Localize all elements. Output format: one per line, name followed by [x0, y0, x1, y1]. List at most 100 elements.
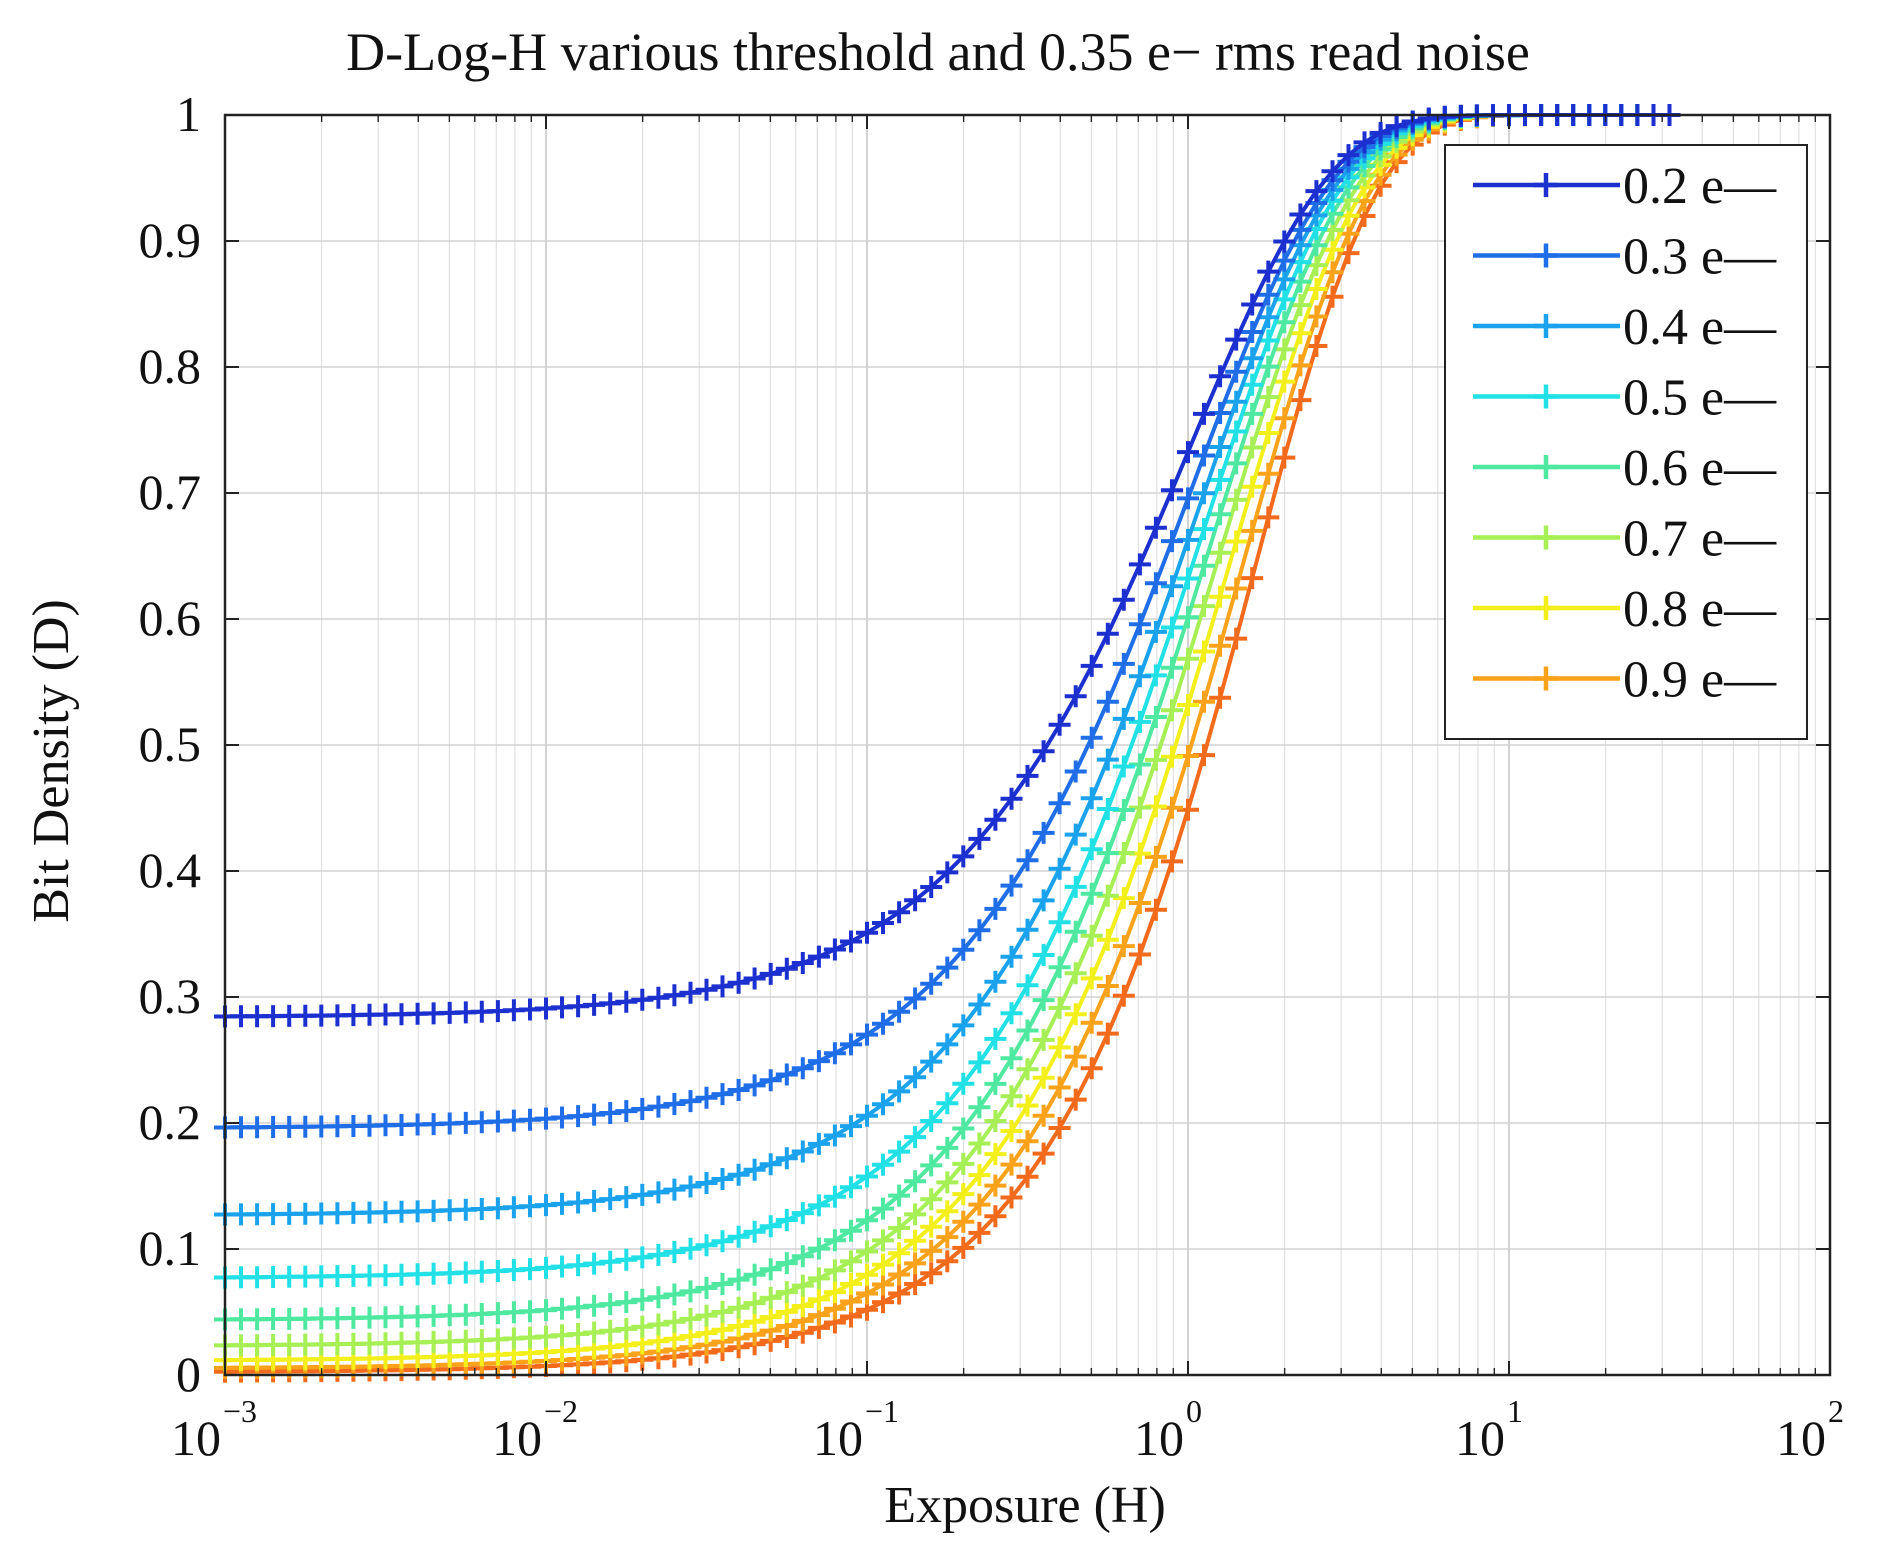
x-tick-label: 10 1: [1455, 1393, 1523, 1466]
y-tick-label: 0.8: [139, 338, 202, 394]
data-point-marker: [1305, 335, 1328, 357]
data-point-marker: [1225, 577, 1248, 600]
data-point-marker: [1080, 1057, 1103, 1080]
data-point-marker: [695, 1086, 718, 1109]
data-point-marker: [1305, 180, 1328, 203]
data-point-marker: [647, 1095, 670, 1118]
legend-entry: 0.9 e—: [1473, 652, 1777, 709]
data-point-marker: [647, 1313, 670, 1336]
data-point-marker: [759, 1306, 782, 1329]
x-tick-exponent: 0: [1186, 1393, 1202, 1429]
data-point-marker: [856, 1023, 878, 1046]
data-point-marker: [1257, 355, 1280, 378]
data-point-marker: [647, 1181, 670, 1204]
data-point-marker: [711, 1273, 734, 1295]
data-point-marker: [936, 1250, 959, 1273]
y-tick-labels: 0 0.1 0.2 0.3 0.4 0.5 0.6 0.7 0.8 0.9 1: [139, 86, 202, 1402]
data-point-marker: [727, 1268, 750, 1291]
data-point-marker: [711, 1168, 734, 1190]
data-point-marker: [695, 1276, 718, 1299]
data-point-marker: [856, 1240, 878, 1263]
data-point-marker: [1144, 572, 1167, 595]
data-point-marker: [663, 1178, 686, 1201]
data-point-marker: [1032, 944, 1055, 966]
data-point-marker: [791, 1295, 814, 1317]
data-point-marker: [1161, 575, 1183, 598]
data-point-marker: [1193, 518, 1215, 541]
data-point-marker: [759, 1069, 782, 1092]
data-point-marker: [711, 975, 734, 998]
data-point-marker: [743, 1310, 766, 1333]
data-point-marker: [679, 1280, 702, 1303]
legend-entry: 0.3 e—: [1473, 229, 1777, 286]
data-point-marker: [823, 1229, 846, 1252]
data-point-marker: [936, 1171, 959, 1194]
data-point-marker: [1016, 1058, 1039, 1081]
x-axis-label: Exposure (H): [884, 1477, 1166, 1534]
data-point-marker: [807, 945, 830, 968]
data-point-marker: [1080, 1011, 1103, 1034]
legend-swatch-marker: [1534, 596, 1558, 620]
data-point-marker: [1273, 407, 1296, 430]
data-point-marker: [631, 1183, 654, 1206]
data-point-marker: [663, 984, 686, 1007]
data-point-marker: [1177, 694, 1199, 716]
legend-swatch-marker: [1534, 173, 1558, 197]
data-point-marker: [1048, 1117, 1071, 1139]
x-tick-base: 10: [492, 1410, 542, 1466]
data-point-marker: [823, 1042, 846, 1065]
data-point-marker: [823, 938, 846, 961]
data-point-marker: [1144, 898, 1167, 921]
data-point-marker: [727, 1079, 750, 1101]
data-point-marker: [904, 1066, 927, 1089]
legend-entry: 0.5 e—: [1473, 370, 1777, 427]
data-point-marker: [1225, 452, 1248, 475]
data-point-marker: [727, 1225, 750, 1248]
data-point-marker: [615, 1186, 638, 1209]
data-point-marker: [695, 978, 718, 1001]
data-point-marker: [631, 1288, 654, 1311]
data-point-marker: [1096, 928, 1119, 951]
data-point-marker: [1128, 613, 1151, 636]
data-point-marker: [904, 987, 927, 1010]
data-point-marker: [1112, 755, 1135, 778]
legend-label: 0.7 e—: [1623, 511, 1777, 568]
data-point-marker: [1177, 606, 1199, 629]
data-point-marker: [1225, 360, 1248, 383]
data-point-marker: [968, 1193, 991, 1216]
data-point-marker: [840, 1176, 862, 1199]
data-point-marker: [952, 1117, 975, 1140]
data-point-marker: [647, 1286, 670, 1309]
data-point-marker: [1080, 787, 1103, 810]
data-point-marker: [759, 1286, 782, 1309]
chart-title: D-Log-H various threshold and 0.35 e− rm…: [346, 22, 1530, 82]
data-point-marker: [1225, 420, 1248, 443]
y-tick-label: 0.6: [139, 590, 202, 646]
data-point-marker: [1112, 652, 1135, 675]
data-point-marker: [1241, 321, 1264, 343]
data-point-marker: [775, 1300, 798, 1323]
data-point-marker: [936, 861, 959, 884]
data-point-marker: [679, 1090, 702, 1113]
data-point-marker: [904, 1126, 927, 1149]
x-tick-exponent: −2: [544, 1393, 578, 1429]
data-point-marker: [775, 1209, 798, 1231]
data-point-marker: [1144, 516, 1167, 539]
x-tick-base: 10: [813, 1410, 863, 1466]
data-point-marker: [872, 1153, 894, 1176]
data-point-marker: [727, 1296, 750, 1319]
data-point-marker: [1161, 479, 1183, 502]
x-tick-base: 10: [1455, 1410, 1505, 1466]
legend-entry: 0.8 e—: [1473, 581, 1777, 638]
data-point-marker: [968, 827, 991, 850]
data-point-marker: [1209, 541, 1232, 564]
data-point-marker: [872, 1253, 894, 1276]
data-point-marker: [1064, 760, 1087, 783]
data-point-marker: [1096, 842, 1119, 865]
data-point-marker: [888, 1000, 911, 1023]
data-point-marker: [775, 1252, 798, 1275]
data-point-marker: [1193, 444, 1215, 467]
data-point-marker: [984, 1143, 1007, 1166]
data-point-marker: [872, 1093, 894, 1116]
